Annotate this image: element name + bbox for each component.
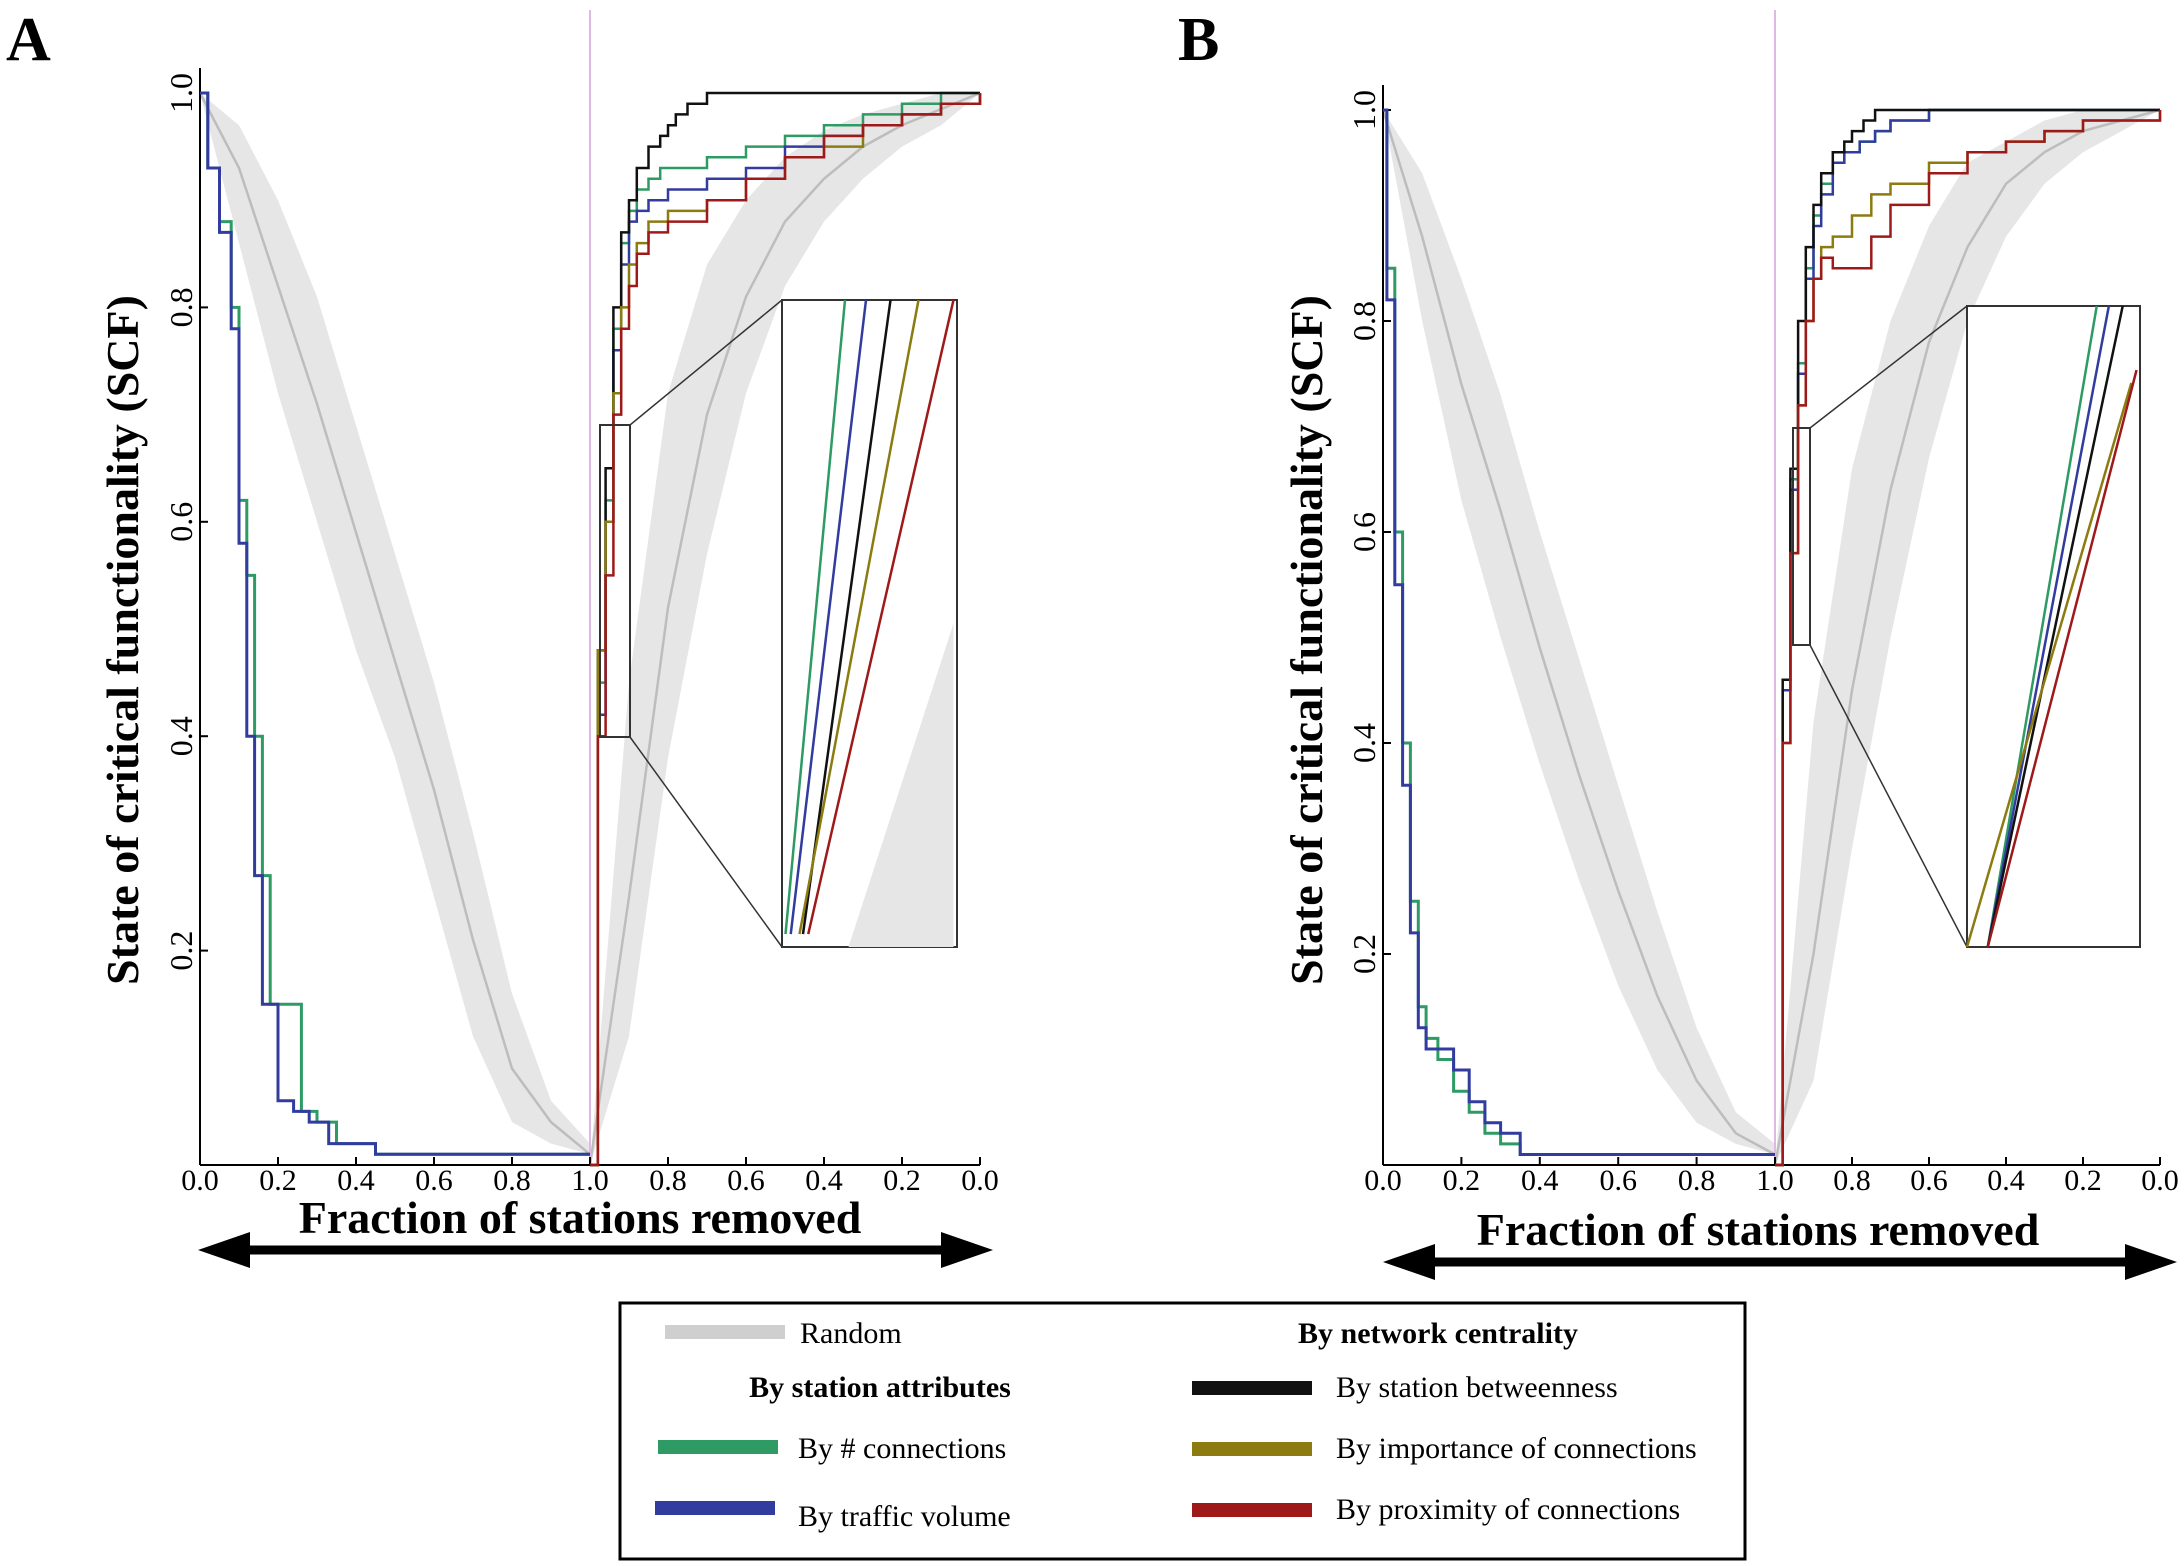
arrow-left-head-b [1383, 1244, 1435, 1280]
legend-label-connections: By # connections [798, 1432, 1006, 1465]
y-tick-label-a-3: 0.8 [163, 287, 199, 327]
zoom-connector-bottom-b [1809, 644, 1968, 948]
y-tick-label-b-1: 0.4 [1346, 723, 1382, 763]
x-tick-label-removal-a-0: 0.0 [181, 1164, 219, 1197]
x-tick-label-recovery-a-4: 0.0 [961, 1164, 999, 1197]
y-tick-label-a-0: 0.2 [163, 931, 199, 971]
arrow-right-head-a [941, 1232, 993, 1268]
panel-letter-a: A [6, 6, 51, 74]
y-axis-label-b: State of critical functionality (SCF) [1281, 295, 1332, 985]
inset-series-b-4 [1986, 369, 2138, 948]
y-tick-label-a-2: 0.6 [163, 502, 199, 542]
random-band-removal-a [200, 93, 590, 1155]
x-tick-label-recovery-a-1: 0.6 [727, 1164, 765, 1197]
x-tick-label-removal-b-1: 0.2 [1443, 1164, 1481, 1197]
y-tick-label-b-3: 0.8 [1346, 301, 1382, 341]
random-mean-removal-a [198, 92, 591, 1156]
series-recovery-by-station-betweenness-a [590, 91, 980, 1167]
y-tick-label-b-2: 0.6 [1346, 512, 1382, 552]
legend: Random By station attributes By network … [618, 1301, 1747, 1561]
series-recovery-by-proximity-of-connections-a [590, 93, 982, 1167]
inset-series-a-1 [789, 299, 868, 935]
x-tick-label-recovery-b-0: 0.8 [1833, 1164, 1871, 1197]
x-tick-label-removal-b-2: 0.4 [1521, 1164, 1559, 1197]
legend-heading-attributes: By station attributes [749, 1371, 1011, 1404]
inset-series-b-0 [1986, 305, 2098, 948]
zoom-connector-bottom-a [629, 736, 783, 948]
y-axis-label-a: State of critical functionality (SCF) [97, 295, 148, 985]
plot-area-a: 0.2 0.4 0.6 0.8 1.0 0.0 0.2 0.4 0.6 0.8 1.0 0.8 0.6 0… [163, 10, 999, 1197]
arrow-right-head-b [2125, 1244, 2177, 1280]
zoom-connector-top-a [629, 299, 783, 426]
x-tick-label-removal-b-0: 0.0 [1364, 1164, 1402, 1197]
x-tick-label-recovery-a-0: 0.8 [649, 1164, 687, 1197]
legend-label-betweenness: By station betweenness [1336, 1371, 1618, 1404]
legend-label-importance: By importance of connections [1336, 1432, 1697, 1465]
x-tick-label-removal-a-1: 0.2 [259, 1164, 297, 1197]
legend-heading-centrality: By network centrality [1298, 1317, 1578, 1350]
series-removal-by-traffic-volume-b [1383, 108, 1775, 1156]
x-tick-label-recovery-b-4: 0.0 [2141, 1164, 2179, 1197]
x-axis-label-a: Fraction of stations removed [299, 1192, 862, 1243]
random-mean-recovery-b [1773, 108, 2161, 1166]
inset-series-b-2 [1986, 305, 2124, 948]
zoom-connector-top-b [1809, 305, 1968, 429]
inset-series-a-0 [784, 299, 847, 935]
panel-letter-b: B [1178, 6, 1219, 74]
y-tick-label-a-4: 1.0 [163, 73, 199, 113]
legend-label-random: Random [800, 1317, 902, 1350]
inset-series-b-1 [1986, 305, 2111, 948]
y-tick-label-b-0: 0.2 [1346, 934, 1382, 974]
random-mean-removal-b [1381, 109, 1776, 1156]
x-tick-label-recovery-a-3: 0.2 [883, 1164, 921, 1197]
legend-label-traffic: By traffic volume [798, 1500, 1011, 1533]
x-tick-label-removal-a-2: 0.4 [337, 1164, 375, 1197]
legend-box [618, 1301, 1747, 1561]
zoom-source-box-a [599, 424, 631, 738]
inset-series-a-3 [798, 299, 920, 935]
panel-a: A State of critical functionality (SCF) … [6, 6, 999, 1268]
random-band-removal-b [1383, 110, 1775, 1155]
inset-series-a-4 [807, 299, 955, 935]
x-tick-label-recovery-b-1: 0.6 [1910, 1164, 1948, 1197]
inset-random-band-a [848, 623, 954, 947]
plot-area-b: 0.2 0.4 0.6 0.8 1.0 0.0 0.2 0.4 0.6 0.8 1.0 0.8 0.6 0… [1346, 10, 2179, 1197]
x-tick-label-recovery-b-2: 0.4 [1987, 1164, 2025, 1197]
random-band-recovery-a [590, 93, 980, 1165]
arrow-left-head-a [198, 1232, 250, 1268]
x-tick-label-recovery-a-2: 0.4 [805, 1164, 843, 1197]
x-tick-label-removal-b-3: 0.6 [1599, 1164, 1637, 1197]
legend-label-proximity: By proximity of connections [1336, 1493, 1680, 1526]
panel-b: B State of critical functionality (SCF) … [1178, 6, 2179, 1280]
x-tick-label-removal-b-5: 1.0 [1756, 1164, 1794, 1197]
x-axis-label-b: Fraction of stations removed [1477, 1204, 2040, 1255]
inset-series-a-2 [801, 299, 892, 935]
x-tick-label-removal-a-5: 1.0 [571, 1164, 609, 1197]
x-tick-label-removal-a-4: 0.8 [493, 1164, 531, 1197]
inset-series-b-3 [1965, 382, 2133, 948]
zoom-inset-box-b [1966, 305, 2141, 948]
series-removal-by-traffic-volume-a [200, 91, 590, 1156]
zoom-source-box-b [1792, 427, 1811, 646]
y-tick-label-a-1: 0.4 [163, 716, 199, 756]
random-mean-recovery-a [588, 91, 981, 1166]
x-tick-label-removal-b-4: 0.8 [1678, 1164, 1716, 1197]
y-tick-label-b-4: 1.0 [1346, 90, 1382, 130]
x-tick-label-removal-a-3: 0.6 [415, 1164, 453, 1197]
series-recovery-by-proximity-of-connections-b [1775, 110, 2162, 1167]
x-tick-label-recovery-b-3: 0.2 [2064, 1164, 2102, 1197]
